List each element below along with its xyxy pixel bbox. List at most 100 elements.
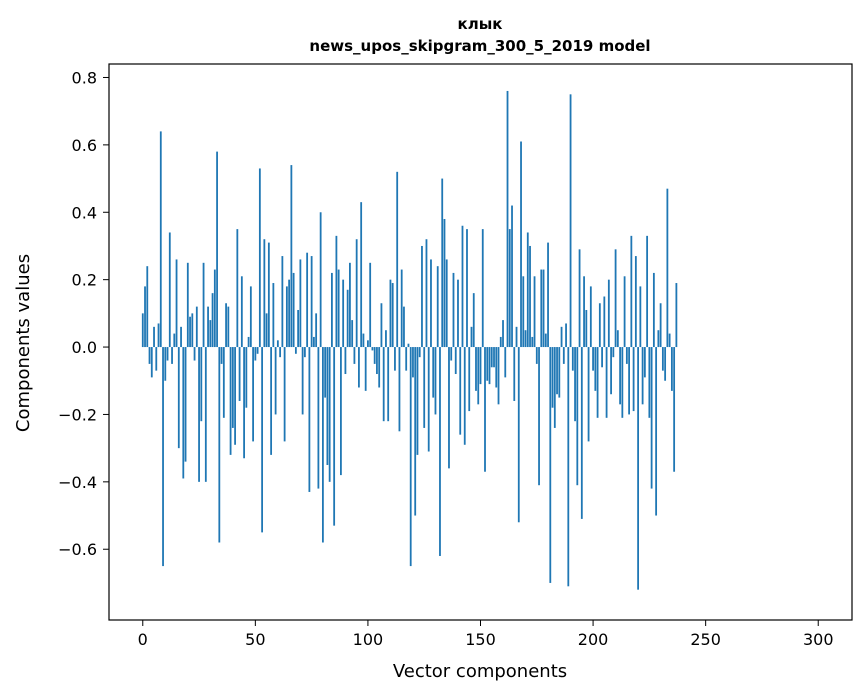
bar (146, 266, 149, 348)
bar (207, 306, 209, 348)
bar (364, 347, 367, 391)
bar (549, 347, 552, 583)
bar (164, 347, 167, 381)
bar (294, 347, 297, 354)
bar (601, 347, 603, 368)
bar (173, 333, 176, 348)
x-axis-ticks: 0 50 100 150 200 250 300 (138, 620, 834, 649)
bar (610, 347, 612, 395)
bar (328, 347, 331, 482)
bar (303, 347, 306, 358)
bar (330, 272, 333, 348)
bar (220, 347, 223, 364)
y-tick-label: 0.2 (72, 271, 97, 290)
bar (191, 313, 194, 348)
chart-subtitle: news_upos_skipgram_300_5_2019 model (309, 37, 650, 55)
bar (427, 347, 430, 452)
bar (265, 313, 268, 348)
bar (252, 347, 254, 442)
bar (567, 347, 570, 587)
bar (668, 333, 671, 348)
chart-title: клык (458, 15, 503, 33)
bar (502, 320, 504, 348)
bar (675, 283, 678, 348)
bar (666, 188, 669, 348)
bar (574, 347, 576, 422)
x-axis-label: Vector components (393, 661, 567, 682)
bar (243, 347, 245, 459)
bar (238, 347, 241, 401)
bar (490, 347, 493, 368)
bar (216, 151, 218, 348)
bar (560, 326, 563, 348)
bar (448, 347, 450, 469)
bar (504, 347, 507, 378)
bar (335, 235, 338, 348)
bar (423, 347, 426, 428)
bars-layer (141, 90, 678, 590)
bar (481, 229, 484, 348)
bar (373, 347, 376, 364)
x-tick-label: 250 (690, 630, 721, 649)
bar (195, 306, 198, 348)
y-tick-label: −0.2 (58, 405, 97, 424)
bar (407, 343, 410, 348)
bar (209, 320, 212, 348)
bar (551, 347, 554, 408)
bar (279, 347, 282, 358)
bar (434, 347, 437, 415)
bar (204, 347, 207, 482)
bar (486, 347, 489, 381)
bar (664, 347, 667, 381)
bar (148, 347, 151, 364)
y-tick-label: 0.6 (72, 136, 97, 155)
x-tick-label: 0 (138, 630, 148, 649)
bar (619, 347, 621, 405)
bar (416, 347, 419, 455)
bar (389, 279, 392, 348)
bar (628, 347, 631, 415)
bar (594, 347, 597, 391)
bar (261, 347, 264, 533)
bar (297, 309, 300, 348)
bar (589, 286, 592, 348)
bar (542, 269, 545, 348)
bar (603, 296, 606, 348)
bar (301, 347, 304, 415)
bar (459, 347, 462, 435)
bar (198, 347, 200, 482)
y-tick-label: 0.8 (72, 68, 97, 87)
bar (623, 276, 626, 348)
bar (157, 323, 160, 348)
bar (472, 293, 475, 348)
bar (358, 347, 360, 388)
bar (396, 171, 399, 348)
bar (468, 347, 471, 412)
bar (484, 347, 486, 472)
bar (344, 347, 347, 375)
x-tick-label: 100 (353, 630, 384, 649)
bar (270, 347, 273, 455)
bar (673, 347, 676, 472)
bar (351, 320, 354, 348)
bar (324, 347, 327, 398)
bar (637, 347, 640, 590)
x-tick-label: 300 (803, 630, 834, 649)
bar (650, 347, 653, 489)
bar (222, 347, 225, 418)
x-tick-label: 150 (465, 630, 496, 649)
bar (470, 326, 473, 348)
bar (418, 347, 421, 358)
bar (200, 347, 203, 422)
bar (387, 347, 390, 422)
y-tick-label: −0.4 (58, 473, 97, 492)
bar (646, 235, 649, 348)
bar (236, 229, 239, 348)
bar (171, 347, 173, 364)
bar (231, 347, 234, 428)
bar (540, 269, 543, 348)
bar (337, 269, 340, 348)
bar (565, 323, 567, 348)
bar (378, 347, 381, 388)
